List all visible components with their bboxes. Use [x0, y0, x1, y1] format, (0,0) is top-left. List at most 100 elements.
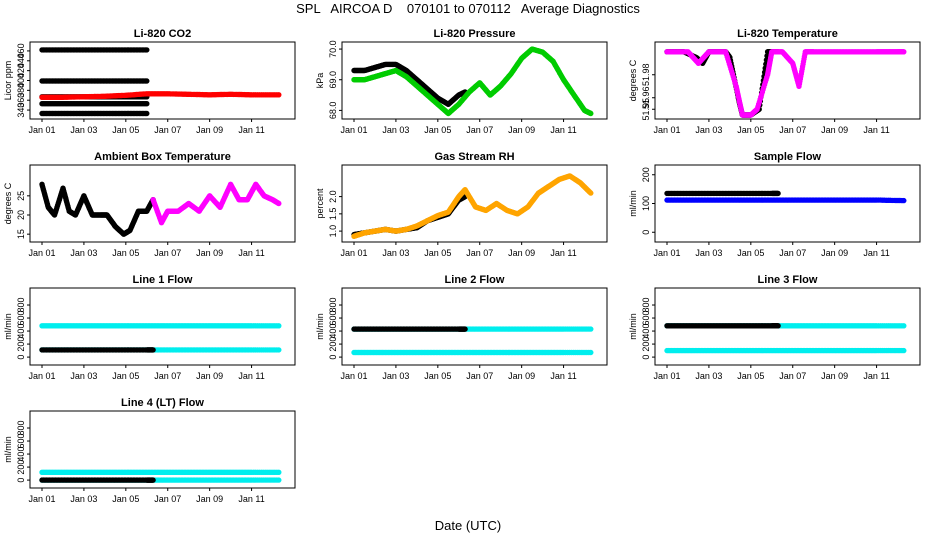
data-point [276, 92, 282, 98]
data-point [588, 190, 594, 196]
y-tick-label: 51.96 [641, 86, 651, 109]
x-tick-label: Jan 11 [238, 248, 264, 258]
series-box-temp-b- [150, 181, 282, 226]
series-line-2-black- [351, 326, 468, 332]
data-point [901, 49, 907, 55]
y-axis-label: ml/min [628, 313, 638, 340]
y-tick-label: 440 [16, 53, 26, 68]
y-tick-label: 1.0 [328, 225, 338, 238]
x-tick-label: Jan 09 [821, 125, 848, 135]
y-tick-label: 800 [641, 298, 651, 313]
x-tick-label: Jan 01 [28, 371, 55, 381]
series-line-4-upper- [39, 469, 282, 475]
x-tick-label: Jan 07 [466, 125, 493, 135]
x-tick-label: Jan 05 [737, 125, 764, 135]
y-axis-label: degrees C [3, 182, 13, 224]
x-tick-label: Jan 07 [154, 371, 181, 381]
y-axis-label: ml/min [628, 190, 638, 217]
x-tick-label: Jan 01 [340, 125, 367, 135]
x-tick-label: Jan 01 [28, 248, 55, 258]
chart-title: Line 4 (LT) Flow [121, 397, 204, 409]
x-tick-label: Jan 01 [28, 125, 55, 135]
data-point [144, 100, 150, 107]
x-tick-label: Jan 09 [196, 125, 223, 135]
y-tick-label: 460 [16, 43, 26, 58]
x-tick-label: Jan 01 [653, 248, 680, 258]
series-line-4-black- [39, 477, 156, 483]
y-tick-label: 340 [16, 103, 26, 118]
x-tick-label: Jan 05 [424, 371, 451, 381]
series-line-1-upper- [39, 323, 282, 329]
plot-frame [654, 164, 921, 243]
x-tick-label: Jan 07 [779, 248, 806, 258]
y-tick-label: 420 [16, 63, 26, 78]
x-tick-label: Jan 09 [196, 248, 223, 258]
x-tick-label: Jan 07 [154, 125, 181, 135]
y-axis-label: kPa [315, 73, 325, 89]
data-point [588, 349, 594, 356]
x-tick-label: Jan 05 [112, 125, 139, 135]
chart-title: Line 2 Flow [445, 274, 505, 286]
chart-panel-1: Li-820 CO2 Licor ppm340360380400420440460… [3, 28, 296, 135]
series-pressure-line- [351, 46, 594, 117]
series-co2-level-4 [39, 100, 150, 107]
page-title: SPL AIRCOA D 070101 to 070112 Average Di… [296, 1, 640, 16]
x-tick-label: Jan 01 [340, 371, 367, 381]
series-line-2-lower- [351, 349, 594, 356]
data-point [462, 326, 468, 332]
x-axis-label: Date (UTC) [434, 518, 502, 533]
data-point [276, 469, 282, 475]
data-point [150, 347, 156, 353]
series-flow-a- [664, 190, 781, 197]
y-tick-label: 25 [16, 191, 26, 201]
y-tick-label: 2.0 [328, 190, 338, 203]
chart-title: Li-820 Temperature [737, 28, 838, 40]
y-tick-label: 1.5 [328, 208, 338, 221]
series-co2-level-5 [39, 110, 150, 117]
series-line-3-lower- [664, 347, 907, 354]
data-point [901, 347, 907, 354]
x-tick-label: Jan 09 [821, 371, 848, 381]
x-tick-label: Jan 11 [238, 494, 264, 504]
series-rh-b- [351, 173, 594, 240]
x-tick-label: Jan 01 [653, 371, 680, 381]
chart-title: Sample Flow [754, 151, 822, 163]
x-tick-label: Jan 05 [112, 371, 139, 381]
chart-title: Line 1 Flow [133, 274, 193, 286]
y-axis-label: percent [315, 188, 325, 219]
y-tick-label: 68.0 [328, 102, 338, 120]
y-tick-label: 20 [16, 210, 26, 220]
chart-title: Li-820 CO2 [134, 28, 191, 40]
data-point [276, 323, 282, 329]
x-tick-label: Jan 11 [550, 125, 576, 135]
x-tick-label: Jan 03 [70, 248, 97, 258]
x-tick-label: Jan 09 [196, 371, 223, 381]
y-tick-label: 200 [641, 167, 651, 182]
data-point [276, 347, 282, 353]
x-tick-label: Jan 07 [154, 494, 181, 504]
x-tick-label: Jan 11 [863, 248, 889, 258]
x-tick-label: Jan 03 [382, 371, 409, 381]
x-tick-label: Jan 11 [238, 371, 264, 381]
data-point [775, 323, 781, 329]
x-tick-label: Jan 03 [695, 371, 722, 381]
data-point [144, 78, 150, 84]
x-tick-label: Jan 05 [112, 248, 139, 258]
x-tick-label: Jan 05 [112, 494, 139, 504]
chart-title: Line 3 Flow [758, 274, 818, 286]
x-tick-label: Jan 03 [70, 371, 97, 381]
y-axis-label: Licor ppm [3, 61, 13, 101]
chart-title: Li-820 Pressure [434, 28, 516, 40]
series-co2-level-2 [39, 78, 150, 84]
y-tick-label: 0 [16, 355, 26, 360]
y-tick-label: 800 [328, 298, 338, 313]
series-co2-level-1 [39, 47, 150, 53]
x-tick-label: Jan 05 [424, 248, 451, 258]
y-axis-label: degrees C [628, 59, 638, 101]
series-temp-b- [664, 49, 907, 118]
y-tick-label: 800 [16, 421, 26, 436]
